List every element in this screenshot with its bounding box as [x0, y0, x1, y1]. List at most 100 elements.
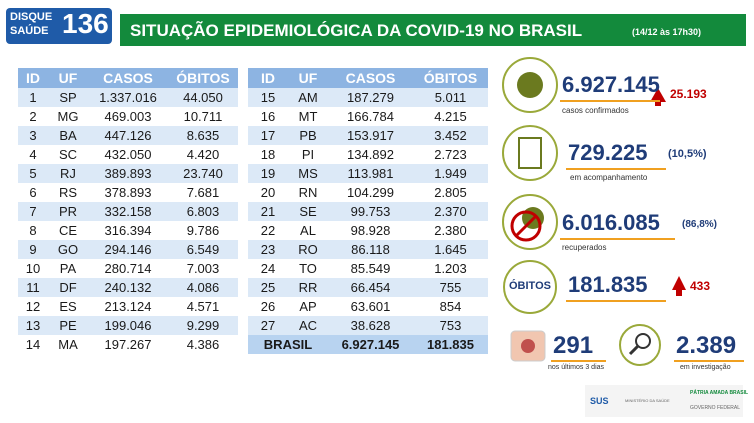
table-cell: 854	[413, 297, 488, 316]
table-cell: 9.299	[168, 316, 238, 335]
table-cell: 134.892	[328, 145, 413, 164]
table-cell: 66.454	[328, 278, 413, 297]
table-cell: 187.279	[328, 88, 413, 107]
footer	[585, 385, 743, 417]
table-cell: 16	[248, 107, 288, 126]
stat-label: em investigação	[680, 364, 731, 371]
column-header: ID	[18, 68, 48, 88]
government: GOVERNO FEDERAL	[690, 405, 741, 411]
table-cell: 17	[248, 126, 288, 145]
table-cell: PI	[288, 145, 328, 164]
table-cell: 447.126	[88, 126, 168, 145]
arrow-stem	[676, 288, 682, 296]
table-cell: 4.215	[413, 107, 488, 126]
table-cell: 26	[248, 297, 288, 316]
sus-logo: SUS	[590, 396, 609, 406]
arrow-up	[650, 88, 666, 102]
arrow-up	[672, 276, 686, 290]
table-cell: 23.740	[168, 164, 238, 183]
table-cell: 1.949	[413, 164, 488, 183]
ministry: MINISTÉRIO DA SAÚDE	[625, 398, 670, 403]
clipboard	[518, 137, 542, 169]
column-header: ID	[248, 68, 288, 88]
table-cell: SE	[288, 202, 328, 221]
table-cell: 153.917	[328, 126, 413, 145]
no-sign	[510, 210, 542, 242]
arrow-stem	[655, 100, 661, 106]
table-cell: AL	[288, 221, 328, 240]
table-cell: MT	[288, 107, 328, 126]
table-cell: 2.380	[413, 221, 488, 240]
stat-label: casos confirmados	[562, 106, 629, 115]
total-cell: 6.927.145	[328, 335, 413, 354]
table-cell: 753	[413, 316, 488, 335]
column-header: UF	[48, 68, 88, 88]
table-cell: 4.086	[168, 278, 238, 297]
table-cell: PE	[48, 316, 88, 335]
table-cell: 18	[248, 145, 288, 164]
underline	[551, 360, 606, 362]
column-header: UF	[288, 68, 328, 88]
stat-value: 6.016.085	[562, 210, 660, 235]
table-cell: 389.893	[88, 164, 168, 183]
table-cell: 15	[248, 88, 288, 107]
table-cell: 6	[18, 183, 48, 202]
table-cell: 469.003	[88, 107, 168, 126]
table-cell: 294.146	[88, 240, 168, 259]
table-cell: 24	[248, 259, 288, 278]
underline	[566, 300, 666, 302]
stat-value: 291	[553, 332, 594, 359]
table-cell: DF	[48, 278, 88, 297]
table-cell: 44.050	[168, 88, 238, 107]
stat-new: 433	[690, 279, 711, 293]
table-cell: 19	[248, 164, 288, 183]
stat-label: recuperados	[562, 243, 607, 252]
stat-label: em acompanhamento	[570, 173, 648, 182]
table-cell: 13	[18, 316, 48, 335]
table-cell: SP	[48, 88, 88, 107]
virus-body	[517, 72, 543, 98]
table-cell: ES	[48, 297, 88, 316]
column-header: ÓBITOS	[413, 68, 488, 88]
table-cell: 9	[18, 240, 48, 259]
no-sign-bar	[514, 214, 538, 238]
table-cell: 63.601	[328, 297, 413, 316]
table-cell: 332.158	[88, 202, 168, 221]
table-cell: PB	[288, 126, 328, 145]
underline	[674, 360, 744, 362]
table-cell: SC	[48, 145, 88, 164]
stat-value: 181.835	[568, 272, 648, 297]
table-cell: 1	[18, 88, 48, 107]
table-cell: CE	[48, 221, 88, 240]
table-cell: 7.003	[168, 259, 238, 278]
date: (14/12 às 17h30)	[632, 27, 702, 37]
table-cell: 5	[18, 164, 48, 183]
table-cell: 432.050	[88, 145, 168, 164]
table-cell: 104.299	[328, 183, 413, 202]
table-cell: AP	[288, 297, 328, 316]
table-cell: 378.893	[88, 183, 168, 202]
table-cell: 3.452	[413, 126, 488, 145]
table-cell: 99.753	[328, 202, 413, 221]
table-cell: 6.803	[168, 202, 238, 221]
table-cell: RR	[288, 278, 328, 297]
table-cell: 7	[18, 202, 48, 221]
table-cell: RJ	[48, 164, 88, 183]
underline	[566, 168, 666, 170]
stat-new: 25.193	[670, 87, 707, 101]
table-cell: 10	[18, 259, 48, 278]
table-cell: 199.046	[88, 316, 168, 335]
table-cell: 25	[248, 278, 288, 297]
table-cell: AM	[288, 88, 328, 107]
table-cell: 12	[18, 297, 48, 316]
lens-handle	[628, 344, 640, 356]
table-cell: AC	[288, 316, 328, 335]
table-cell: 23	[248, 240, 288, 259]
logo-text: DISQUE	[10, 11, 53, 23]
title: SITUAÇÃO EPIDEMIOLÓGICA DA COVID-19 NO B…	[130, 21, 583, 40]
table-cell: 755	[413, 278, 488, 297]
table-cell: 166.784	[328, 107, 413, 126]
stat-value: 6.927.145	[562, 72, 660, 97]
table-cell: 98.928	[328, 221, 413, 240]
